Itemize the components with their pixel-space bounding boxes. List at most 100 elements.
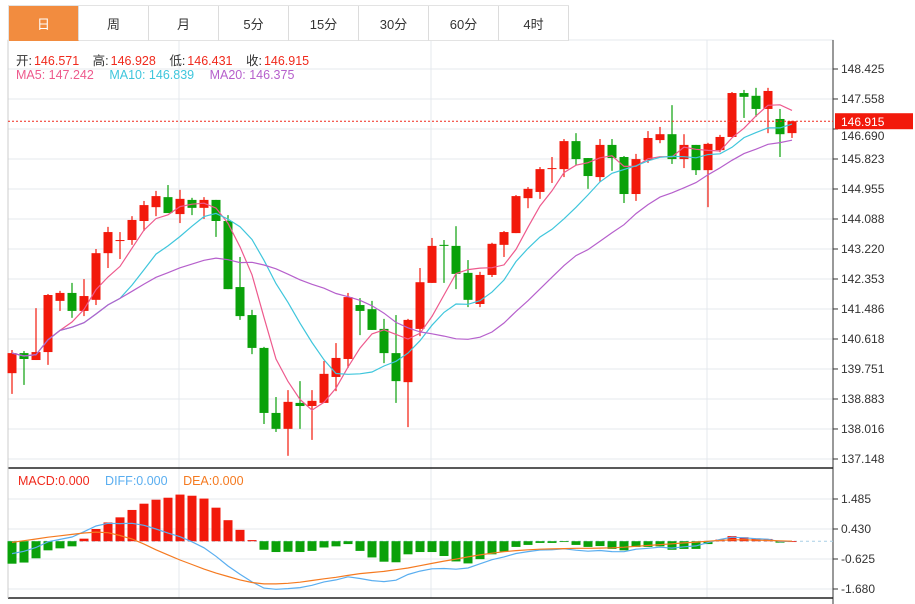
- candle-down: [583, 158, 593, 177]
- candle-up: [511, 196, 521, 234]
- candle-up: [535, 169, 545, 192]
- candle-up: [787, 121, 797, 134]
- current-price-badge: [835, 113, 913, 130]
- candle-down: [439, 244, 449, 246]
- candle-down: [271, 412, 281, 429]
- high-value: 146.928: [110, 54, 156, 68]
- candle-up: [631, 159, 641, 195]
- candle-up: [487, 243, 497, 275]
- candle-down: [775, 118, 785, 135]
- macd-bar: [631, 541, 641, 547]
- macd-bar: [259, 541, 269, 550]
- price-tick-label: 142.353: [841, 272, 885, 286]
- ma5-value: MA5: 147.242: [16, 68, 94, 82]
- candle-up: [7, 353, 17, 374]
- candle-up: [55, 292, 65, 301]
- candle-down: [451, 245, 461, 274]
- candle-up: [307, 400, 317, 407]
- candle-up: [103, 232, 113, 254]
- macd-legend: MACD:0.000 DIFF:0.000 DEA:0.000: [18, 474, 246, 488]
- candle-up: [475, 274, 485, 304]
- diff-value: DIFF:0.000: [105, 474, 168, 488]
- candle-up: [331, 357, 341, 377]
- ma10-line: [11, 123, 793, 375]
- macd-bar: [355, 541, 365, 551]
- candle-up: [763, 90, 773, 109]
- price-tick-label: 138.883: [841, 392, 885, 406]
- candle-up: [139, 205, 149, 221]
- macd-bar: [127, 509, 137, 542]
- macd-bar: [115, 517, 125, 542]
- current-price-label: 146.915: [841, 115, 885, 129]
- candle-down: [211, 199, 221, 221]
- candle-down: [619, 157, 629, 195]
- macd-axis: 1.485 0.430 -0.625 -1.680: [8, 492, 875, 596]
- macd-histogram: [7, 494, 797, 564]
- ma-legend: MA5: 147.242 MA10: 146.839 MA20: 146.375: [16, 68, 296, 82]
- tab-day[interactable]: 日: [9, 6, 79, 41]
- candle-up: [595, 144, 605, 178]
- candle-up: [559, 141, 569, 170]
- macd-bar: [679, 541, 689, 549]
- macd-bar: [583, 541, 593, 547]
- price-tick-label: 143.220: [841, 242, 885, 256]
- price-tick-label: 148.425: [841, 62, 885, 76]
- macd-bar: [331, 541, 341, 547]
- candle-up: [523, 188, 533, 199]
- macd-bar: [163, 497, 173, 542]
- candle-down: [607, 144, 617, 159]
- candle-up: [151, 196, 161, 208]
- macd-bar: [595, 541, 605, 547]
- macd-bar: [151, 499, 161, 542]
- tab-week[interactable]: 周: [79, 6, 149, 41]
- tab-30min[interactable]: 30分: [359, 6, 429, 41]
- dea-value: DEA:0.000: [183, 474, 244, 488]
- macd-tick-label: -0.625: [841, 552, 875, 566]
- macd-bar: [607, 541, 617, 549]
- tab-60min[interactable]: 60分: [429, 6, 499, 41]
- macd-lines: [11, 522, 793, 590]
- macd-value: MACD:0.000: [18, 474, 90, 488]
- candle-down: [67, 292, 77, 311]
- macd-bar: [235, 529, 245, 542]
- candle-up: [403, 319, 413, 383]
- macd-tick-label: -1.680: [841, 582, 875, 596]
- macd-bar: [187, 495, 197, 542]
- price-tick-label: 139.751: [841, 362, 885, 376]
- tab-month[interactable]: 月: [149, 6, 219, 41]
- candle-down: [571, 141, 581, 160]
- macd-bar: [307, 541, 317, 551]
- diff-line: [11, 522, 793, 590]
- macd-bar: [91, 529, 101, 542]
- candle-up: [283, 401, 293, 429]
- candle-up: [727, 93, 737, 137]
- candle-up: [31, 352, 41, 361]
- macd-bar: [175, 494, 185, 542]
- macd-bar: [391, 541, 401, 563]
- macd-bar: [427, 541, 437, 553]
- price-tick-label: 144.955: [841, 182, 885, 196]
- macd-bar: [43, 541, 53, 551]
- price-tick-label: 137.148: [841, 452, 885, 466]
- candle-up: [43, 295, 53, 353]
- candle-up: [499, 232, 509, 245]
- price-tick-label: 146.690: [841, 129, 885, 143]
- tab-5min[interactable]: 5分: [219, 6, 289, 41]
- tab-4hour[interactable]: 4时: [499, 6, 569, 41]
- ma20-value: MA20: 146.375: [209, 68, 295, 82]
- ma20-line: [11, 139, 793, 357]
- price-tick-label: 140.618: [841, 332, 885, 346]
- macd-bar: [547, 541, 557, 543]
- candle-down: [463, 272, 473, 300]
- price-tick-label: 147.558: [841, 92, 885, 106]
- candle-up: [199, 199, 209, 208]
- ma10-value: MA10: 146.839: [109, 68, 195, 82]
- price-tick-label: 144.088: [841, 212, 885, 226]
- tab-15min[interactable]: 15分: [289, 6, 359, 41]
- macd-bar: [451, 541, 461, 562]
- macd-bar: [667, 541, 677, 550]
- macd-bar: [511, 541, 521, 547]
- macd-bar: [271, 541, 281, 553]
- macd-bar: [463, 541, 473, 564]
